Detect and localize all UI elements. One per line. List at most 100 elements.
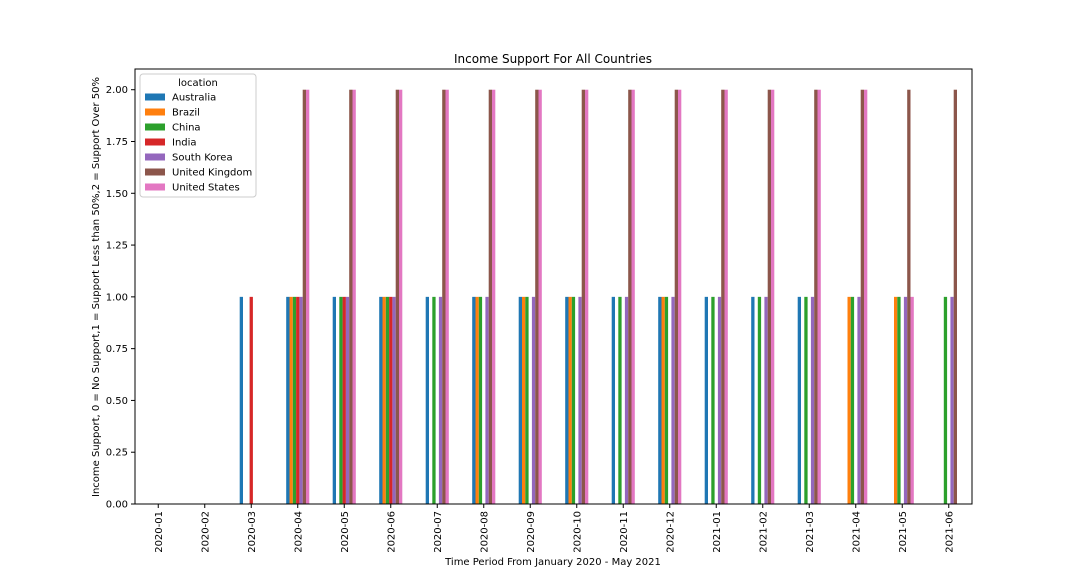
bar-brazil-2020-09	[522, 296, 526, 504]
x-axis-title: Time Period From January 2020 - May 2021	[444, 557, 661, 568]
y-tick-label: 1.50	[106, 189, 128, 200]
bar-china-2021-01	[711, 296, 715, 504]
bar-united-states-2020-07	[445, 89, 449, 505]
bar-united-states-2021-02	[771, 89, 775, 505]
bar-australia-2021-02	[751, 296, 755, 504]
bar-brazil-2020-08	[475, 296, 479, 504]
bar-south-korea-2020-09	[531, 296, 536, 504]
legend-swatch-united-kingdom	[145, 168, 165, 176]
legend-frame	[139, 73, 257, 198]
bar-united-kingdom-2021-05	[907, 89, 911, 505]
legend-label-south-korea: South Korea	[172, 153, 233, 164]
bar-united-kingdom-2020-10	[581, 89, 585, 505]
bar-south-korea-2020-06	[392, 296, 396, 504]
bar-united-states-2020-08	[492, 89, 496, 505]
legend-swatch-united-states	[145, 183, 165, 191]
x-tick-label: 2021-01	[712, 511, 723, 553]
bar-china-2020-08	[478, 296, 483, 504]
bar-united-kingdom-2021-03	[814, 89, 818, 505]
x-tick-label: 2020-06	[386, 511, 397, 553]
bar-australia-2020-12	[658, 296, 662, 504]
bar-brazil-2020-04	[289, 296, 293, 504]
bar-india-2020-05	[342, 296, 346, 504]
bar-australia-2020-07	[425, 296, 429, 504]
bar-united-states-2020-10	[585, 89, 589, 505]
bar-south-korea-2020-12	[671, 296, 675, 504]
x-tick-label: 2021-02	[758, 511, 769, 553]
legend-items: Australia Brazil China India South Korea Unit…	[145, 93, 252, 194]
bar-china-2021-02	[757, 296, 762, 504]
bar-united-kingdom-2020-06	[395, 89, 399, 505]
bar-south-korea-2020-04	[299, 296, 303, 504]
bar-united-kingdom-2020-12	[674, 89, 678, 505]
x-tick-label: 2020-03	[247, 511, 258, 553]
bar-brazil-2021-05	[894, 296, 898, 504]
x-tick-label: 2020-11	[619, 511, 630, 553]
y-tick-label: 1.75	[106, 137, 128, 148]
bar-south-korea-2021-05	[903, 296, 908, 504]
x-axis: 2020-01 2020-02 2020-03 2020-04 2020-05 2020-…	[154, 504, 955, 553]
y-tick-label: 2.00	[106, 85, 128, 96]
bar-united-states-2020-09	[538, 89, 542, 505]
bar-united-kingdom-2020-04	[302, 89, 306, 505]
bar-united-states-2020-05	[352, 89, 356, 505]
bar-china-2021-04	[850, 296, 855, 504]
bar-south-korea-2020-05	[345, 296, 350, 504]
y-axis-title: Income Support, 0 = No Support,1 = Suppo…	[91, 77, 102, 497]
bar-united-states-2020-06	[399, 89, 403, 505]
bar-china-2020-06	[385, 296, 390, 504]
bar-india-2020-03	[249, 296, 253, 504]
bar-united-kingdom-2021-06	[953, 89, 957, 505]
bar-china-2021-03	[804, 296, 808, 504]
bar-australia-2020-03	[239, 296, 243, 504]
legend-title: location	[178, 78, 218, 89]
bar-australia-2021-03	[797, 296, 801, 504]
bar-south-korea-2021-02	[764, 296, 768, 504]
bar-united-states-2021-04	[864, 89, 868, 505]
legend-swatch-india	[145, 138, 165, 146]
bar-brazil-2020-06	[382, 296, 386, 504]
bar-united-kingdom-2021-02	[767, 89, 771, 505]
y-tick-label: 0.25	[106, 448, 128, 459]
x-tick-label: 2021-04	[851, 511, 862, 553]
bar-china-2021-06	[943, 296, 948, 504]
bar-south-korea-2021-01	[717, 296, 722, 504]
bar-australia-2020-09	[518, 296, 522, 504]
bar-china-2020-07	[432, 296, 436, 504]
bars-layer	[239, 89, 957, 505]
bar-united-kingdom-2021-04	[860, 89, 864, 505]
x-tick-label: 2020-10	[572, 511, 583, 553]
bar-china-2021-05	[897, 296, 901, 504]
legend-label-india: India	[172, 138, 197, 149]
bar-united-states-2020-11	[631, 89, 635, 505]
bar-united-kingdom-2020-07	[442, 89, 446, 505]
y-tick-label: 1.00	[106, 292, 128, 303]
bar-china-2020-05	[339, 296, 343, 504]
legend-swatch-china	[145, 123, 165, 131]
legend-label-united-states: United States	[172, 183, 240, 194]
bar-australia-2020-11	[611, 296, 615, 504]
bar-australia-2021-01	[704, 296, 708, 504]
bar-united-kingdom-2020-05	[349, 89, 353, 505]
bar-australia-2020-10	[565, 296, 569, 504]
bar-united-states-2020-04	[306, 89, 310, 505]
legend-swatch-brazil	[145, 108, 165, 116]
x-tick-label: 2020-02	[200, 511, 211, 553]
y-tick-label: 0.75	[106, 344, 128, 355]
bar-brazil-2020-12	[661, 296, 665, 504]
bar-australia-2020-05	[332, 296, 336, 504]
chart-title: Income Support For All Countries	[454, 52, 652, 66]
bar-brazil-2021-04	[847, 296, 851, 504]
legend-label-china: China	[172, 123, 201, 134]
bar-south-korea-2021-03	[810, 296, 815, 504]
bar-united-kingdom-2020-08	[488, 89, 492, 505]
legend-label-australia: Australia	[172, 93, 216, 104]
x-tick-label: 2021-03	[805, 511, 816, 553]
bar-south-korea-2020-11	[624, 296, 629, 504]
bar-china-2020-04	[292, 296, 297, 504]
bar-united-states-2021-01	[724, 89, 728, 505]
bar-united-kingdom-2020-09	[535, 89, 539, 505]
bar-south-korea-2020-10	[578, 296, 582, 504]
legend-swatch-australia	[145, 93, 165, 101]
bar-united-kingdom-2021-01	[721, 89, 725, 505]
